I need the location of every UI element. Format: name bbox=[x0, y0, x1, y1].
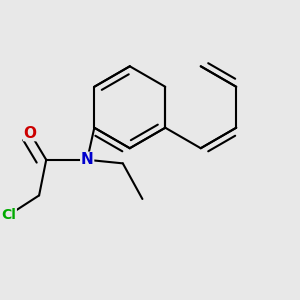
Text: O: O bbox=[24, 126, 37, 141]
Text: N: N bbox=[81, 152, 94, 167]
Text: Cl: Cl bbox=[2, 208, 16, 222]
